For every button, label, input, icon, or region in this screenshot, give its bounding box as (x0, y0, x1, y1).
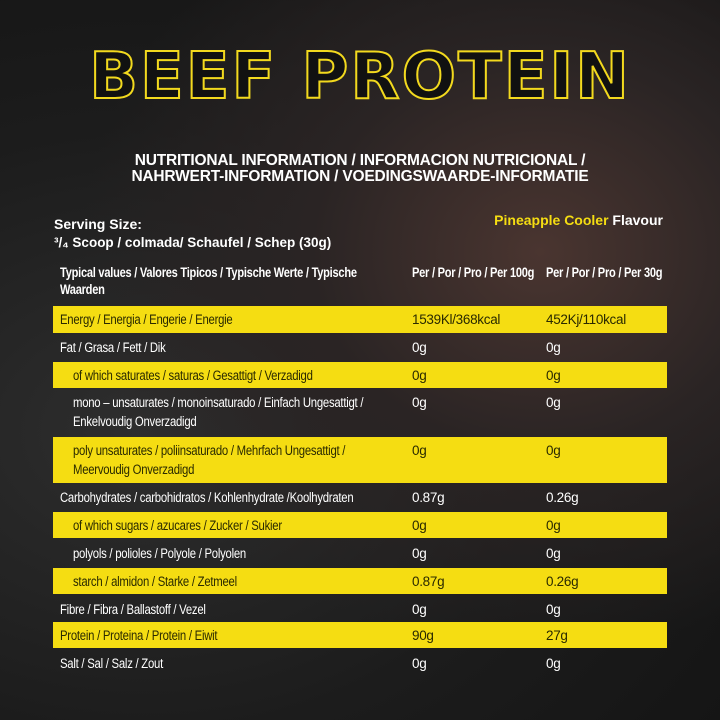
value-per-30g: 0g (546, 368, 561, 383)
table-row: Fat / Grasa / Fett / Dik 0g 0g (53, 334, 667, 360)
value-per-30g: 0g (546, 602, 561, 617)
row-label: mono – unsaturates / monoinsaturado / Ei… (73, 395, 364, 429)
value-per-100g: 1539Kl/368kcal (412, 312, 501, 327)
value-per-30g: 27g (546, 628, 568, 643)
table-row: polyols / polioles / Polyole / Polyolen 0… (53, 540, 667, 566)
subtitle-line-2: NAHRWERT-INFORMATION / VOEDINGSWAARDE-IN… (131, 168, 589, 185)
value-per-100g: 0.87g (412, 490, 445, 505)
serving-size-value: ³/₄ Scoop / colmada/ Schaufel / Schep (3… (54, 235, 332, 250)
value-per-100g: 0.87g (412, 574, 445, 589)
value-per-30g: 0g (546, 443, 561, 458)
value-per-100g: 0g (412, 443, 427, 458)
value-per-100g: 0g (412, 395, 427, 410)
table-row: Protein / Proteina / Protein / Eiwit 90g 2… (53, 622, 667, 648)
value-per-100g: 0g (412, 340, 427, 355)
row-label: Protein / Proteina / Protein / Eiwit (60, 628, 218, 643)
row-label: starch / almidon / Starke / Zetmeel (73, 574, 237, 589)
row-label: polyols / polioles / Polyole / Polyolen (73, 546, 246, 561)
value-per-100g: 0g (412, 546, 427, 561)
value-per-30g: 0g (546, 546, 561, 561)
page-title: BEEF PROTEIN (88, 39, 631, 115)
header-label: Typical values / Valores Tipicos / Typis… (60, 265, 357, 297)
flavour-suffix: Flavour (612, 212, 663, 228)
header-per-100g: Per / Por / Pro / Per 100g (412, 265, 535, 280)
value-per-30g: 452Kj/110kcal (546, 312, 626, 327)
value-per-30g: 0g (546, 340, 561, 355)
value-per-100g: 0g (412, 602, 427, 617)
value-per-30g: 0.26g (546, 490, 579, 505)
table-row: Fibre / Fibra / Ballastoff / Vezel 0g 0g (53, 596, 667, 622)
value-per-30g: 0.26g (546, 574, 579, 589)
row-label: poly unsaturates / poliinsaturado / Mehr… (73, 443, 346, 477)
value-per-100g: 90g (412, 628, 434, 643)
serving-size-label: Serving Size: (54, 216, 142, 232)
table-row: Energy / Energia / Engerie / Energie 1539… (53, 306, 667, 333)
value-per-100g: 0g (412, 518, 427, 533)
row-label: Energy / Energia / Engerie / Energie (60, 312, 233, 327)
table-row: Salt / Sal / Salz / Zout 0g 0g (53, 650, 667, 676)
row-label: of which saturates / saturas / Gesattigt… (73, 368, 313, 383)
value-per-100g: 0g (412, 368, 427, 383)
table-row: Carbohydrates / carbohidratos / Kohlenhy… (53, 484, 667, 510)
table-row: of which saturates / saturas / Gesattigt… (53, 362, 667, 388)
table-row: starch / almidon / Starke / Zetmeel 0.87g… (53, 568, 667, 594)
header-per-30g: Per / Por / Pro / Per 30g (546, 265, 663, 280)
flavour-name: Pineapple Cooler (494, 212, 609, 228)
value-per-30g: 0g (546, 656, 561, 671)
row-label: Carbohydrates / carbohidratos / Kohlenhy… (60, 490, 354, 505)
subtitle-line-1: NUTRITIONAL INFORMATION / INFORMACION NU… (134, 152, 586, 169)
row-label: Fat / Grasa / Fett / Dik (60, 340, 166, 355)
table-row: of which sugars / azucares / Zucker / Su… (53, 512, 667, 538)
table-row: mono – unsaturates / monoinsaturado / Ei… (53, 389, 667, 435)
row-label: Fibre / Fibra / Ballastoff / Vezel (60, 602, 206, 617)
table-row: poly unsaturates / poliinsaturado / Mehr… (53, 437, 667, 483)
row-label: Salt / Sal / Salz / Zout (60, 656, 163, 671)
value-per-30g: 0g (546, 518, 561, 533)
row-label: of which sugars / azucares / Zucker / Su… (73, 518, 282, 533)
value-per-100g: 0g (412, 656, 427, 671)
flavour: Pineapple Cooler Flavour (494, 212, 663, 228)
value-per-30g: 0g (546, 395, 561, 410)
